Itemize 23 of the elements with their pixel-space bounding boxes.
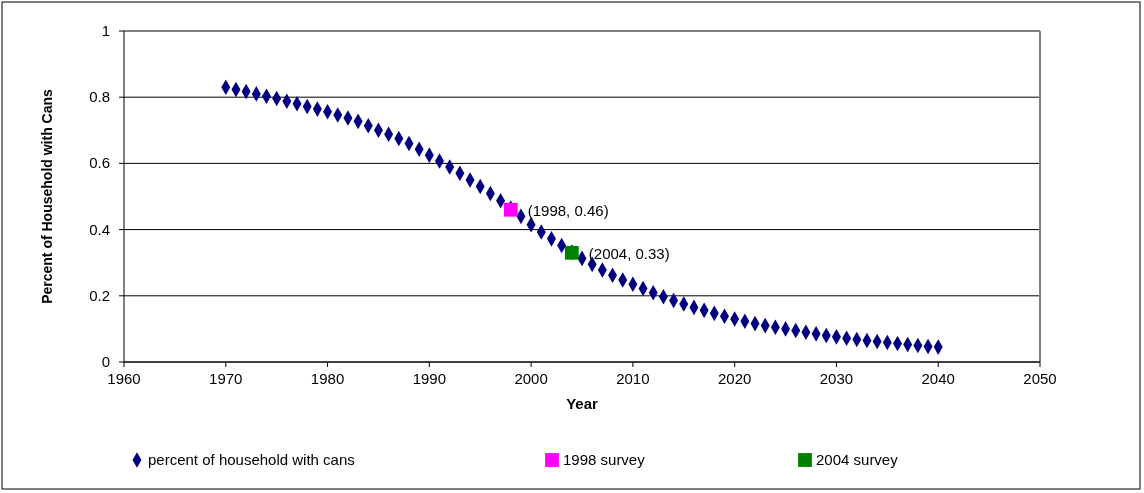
annotation: (1998, 0.46): [527, 201, 609, 219]
x-tick-label: 2020: [717, 370, 752, 387]
y-tick-label: 0.8: [89, 88, 110, 106]
y-tick-label: 1: [101, 22, 110, 39]
y-tick-label: 0.6: [89, 154, 110, 172]
legend-label: 2004 survey: [816, 451, 899, 468]
x-tick-label: 1960: [107, 370, 141, 387]
x-axis-title: Year: [566, 395, 599, 412]
y-tick-label: 0.2: [89, 286, 110, 304]
x-tick-label: 2050: [1023, 370, 1057, 387]
annotation: (2004, 0.33): [588, 244, 670, 262]
x-tick-label: 2010: [616, 370, 650, 387]
y-tick-label: 0: [101, 353, 110, 370]
x-tick-label: 1970: [209, 370, 243, 387]
y-axis-title: Percent of Household with Cans: [39, 88, 55, 304]
y-tick-label: 0.4: [89, 220, 110, 238]
x-tick-label: 1990: [412, 370, 447, 387]
x-tick-label: 1980: [310, 370, 345, 387]
x-tick-label: 2030: [819, 370, 854, 387]
legend-label: percent of household with cans: [148, 451, 355, 468]
x-tick-label: 2000: [514, 370, 548, 387]
legend-label: 1998 survey: [563, 451, 646, 468]
x-tick-label: 2040: [921, 370, 955, 387]
